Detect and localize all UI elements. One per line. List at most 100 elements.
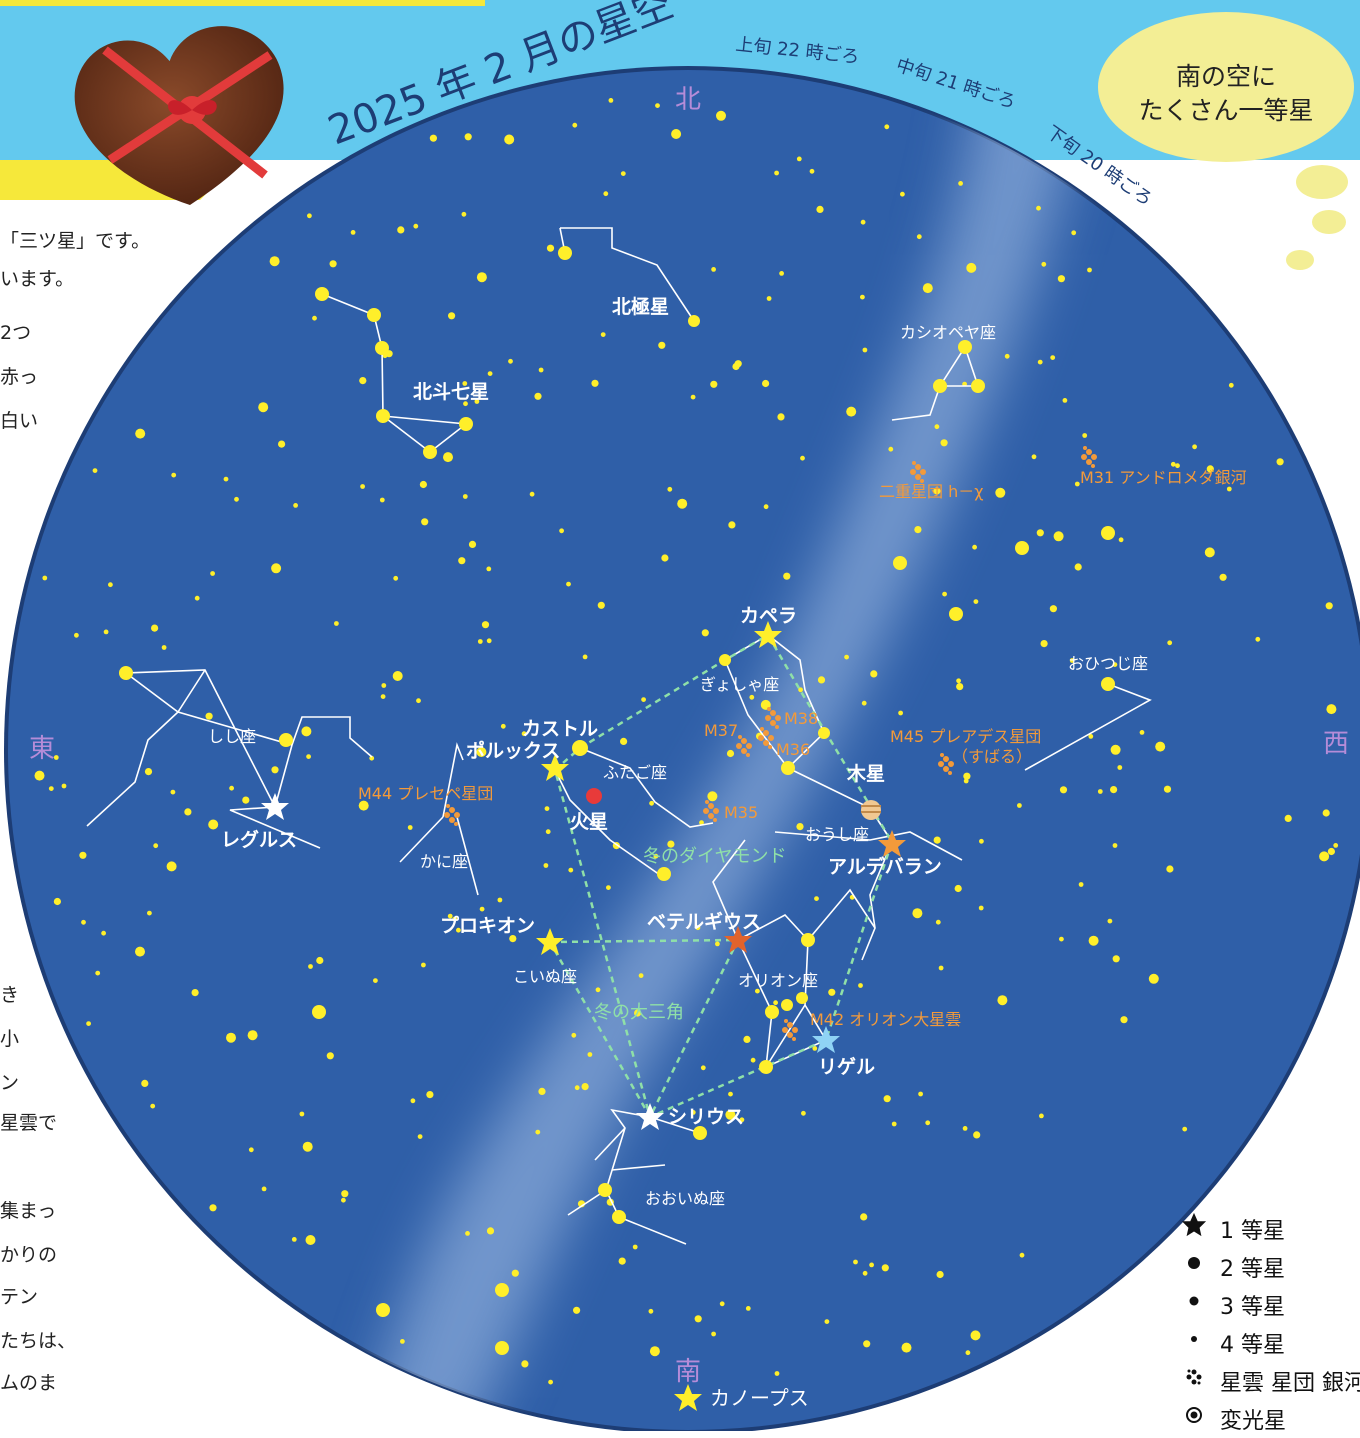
background-star <box>1097 789 1103 794</box>
label-double-cluster: 二重星団 h－χ <box>879 482 983 501</box>
background-star <box>860 294 865 300</box>
background-star <box>700 1065 706 1071</box>
sky-disc <box>8 70 1360 1430</box>
background-star <box>379 497 385 503</box>
background-star <box>1074 563 1082 571</box>
label-m37: M37 <box>704 721 738 740</box>
background-star <box>150 1103 156 1109</box>
background-star <box>538 1087 546 1095</box>
background-star <box>397 226 405 234</box>
background-star <box>632 1244 638 1250</box>
background-star <box>1078 882 1084 887</box>
capella-star-icon <box>754 621 782 648</box>
background-star <box>86 1021 91 1026</box>
background-star <box>476 272 487 283</box>
background-star <box>979 838 984 844</box>
background-star <box>1206 465 1214 473</box>
background-star <box>81 919 86 925</box>
side-text-line: かりの <box>0 1244 58 1266</box>
background-star <box>341 1190 349 1198</box>
background-star <box>504 134 515 145</box>
thought-bubble <box>1098 12 1354 162</box>
background-star <box>477 639 483 644</box>
background-star <box>210 571 216 576</box>
label-m42: M42 オリオン大星雲 <box>810 1010 961 1029</box>
label-orion: オリオン座 <box>738 971 818 990</box>
winter-diamond-line <box>553 633 894 1119</box>
background-star <box>191 989 199 997</box>
background-star <box>1333 843 1339 848</box>
background-star <box>973 1131 981 1139</box>
background-star <box>846 406 857 417</box>
background-star <box>373 978 378 983</box>
background-star <box>743 1035 751 1043</box>
background-star <box>1322 809 1330 817</box>
background-star <box>649 1346 660 1357</box>
first-magnitude-stars <box>261 621 906 1411</box>
background-star <box>95 970 101 976</box>
background-star <box>271 766 279 774</box>
background-star <box>360 484 365 489</box>
variable-star-icon <box>1180 1400 1208 1430</box>
label-mars: 火星 <box>570 811 608 833</box>
background-star <box>464 133 472 141</box>
background-star <box>456 927 461 933</box>
background-star <box>53 897 62 906</box>
background-star <box>426 1091 434 1099</box>
background-star <box>194 595 200 601</box>
procyon-star-icon <box>536 928 564 955</box>
mars-planet-icon <box>586 788 602 804</box>
side-text-line: 2つ <box>0 322 32 344</box>
background-star <box>161 645 167 650</box>
large-dot-icon <box>1180 1248 1208 1278</box>
background-star <box>1148 973 1159 984</box>
background-star <box>358 800 369 811</box>
background-star <box>711 1331 716 1337</box>
background-star <box>881 1264 889 1272</box>
background-star <box>710 380 718 388</box>
background-star <box>606 885 611 890</box>
background-star <box>234 496 239 502</box>
background-star <box>135 946 145 957</box>
background-star <box>293 503 298 508</box>
background-star <box>1326 704 1337 715</box>
background-star <box>153 843 159 849</box>
background-star <box>918 1091 923 1097</box>
background-star <box>208 819 219 830</box>
background-star <box>972 544 977 550</box>
background-star <box>229 785 235 791</box>
background-star <box>461 211 467 217</box>
background-star <box>329 260 337 268</box>
background-star <box>779 271 784 276</box>
background-star <box>925 1120 931 1126</box>
bubble-puff <box>1296 165 1348 199</box>
background-star <box>883 1095 891 1103</box>
background-star <box>870 670 878 678</box>
background-star <box>732 362 740 371</box>
background-star <box>463 401 468 407</box>
background-star <box>801 1110 806 1116</box>
background-star <box>936 1270 944 1279</box>
background-star <box>581 1083 589 1091</box>
background-star <box>634 1009 642 1017</box>
background-star <box>1228 382 1234 388</box>
background-star <box>884 124 890 130</box>
background-star <box>1041 261 1047 267</box>
background-star <box>667 840 675 848</box>
background-star <box>922 283 933 294</box>
label-m31: M31 アンドロメダ銀河 <box>1080 468 1247 487</box>
m35-cluster-icon <box>703 800 719 822</box>
background-star <box>1117 765 1123 770</box>
background-star <box>61 783 67 789</box>
background-star <box>800 455 805 461</box>
background-star <box>796 156 802 162</box>
background-star <box>307 213 312 219</box>
canopus-star-icon <box>674 1384 702 1411</box>
side-text-line: ムのま <box>0 1372 58 1394</box>
label-rigel: リゲル <box>818 1056 875 1078</box>
background-star <box>933 487 941 495</box>
background-star <box>1037 359 1043 365</box>
sirius-star-icon <box>636 1103 664 1130</box>
bubble-puff <box>1286 250 1314 270</box>
